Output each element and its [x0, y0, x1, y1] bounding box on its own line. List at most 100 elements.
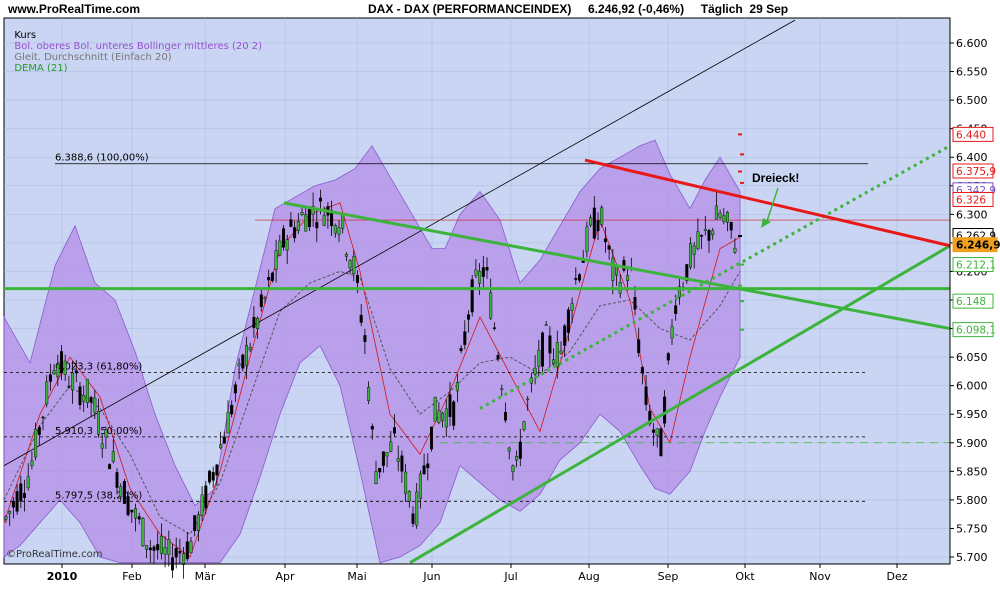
candle-body	[522, 421, 526, 430]
candle-body	[574, 278, 578, 280]
x-tick-label: Feb	[122, 570, 141, 583]
candle-body	[26, 476, 30, 489]
candle-body	[322, 215, 326, 226]
candle-body	[252, 317, 256, 328]
candle-body	[30, 460, 34, 466]
candle-body	[204, 485, 208, 509]
candle-body	[15, 491, 19, 512]
candle-body	[141, 518, 145, 547]
candle-body	[374, 471, 378, 484]
candle-body	[729, 221, 733, 231]
candle-body	[430, 426, 434, 450]
candle-body	[674, 305, 678, 314]
legend-kurs: Kurs	[14, 30, 37, 41]
candle-body	[411, 513, 415, 524]
candle-body	[41, 416, 45, 419]
price-tag-label: 6.246,92	[956, 240, 1000, 252]
forecast-marker	[740, 300, 744, 303]
fib-label: 6.023,3 (61,80%)	[55, 361, 142, 372]
candle-body	[448, 394, 452, 417]
candle-body	[267, 277, 271, 281]
forecast-marker	[738, 235, 742, 238]
candle-body	[526, 398, 530, 401]
candle-body	[207, 470, 211, 483]
candle-body	[648, 410, 652, 424]
candle-body	[640, 367, 644, 374]
price-tag-label: 6.440	[956, 129, 986, 141]
candle-body	[637, 339, 641, 353]
candle-body	[85, 379, 89, 404]
forecast-marker	[738, 170, 742, 173]
candle-body	[67, 386, 71, 388]
candle-body	[315, 222, 319, 229]
candle-body	[670, 326, 674, 339]
candle-body	[707, 230, 711, 241]
candle-body	[385, 452, 389, 457]
candle-body	[189, 541, 193, 554]
candle-body	[396, 458, 400, 462]
trendline-green-rising	[409, 244, 951, 565]
candle-body	[459, 348, 463, 352]
candle-body	[607, 245, 611, 250]
candle-body	[626, 275, 630, 282]
candle-body	[111, 451, 115, 462]
forecast-marker	[738, 284, 742, 287]
candle-body	[359, 314, 363, 323]
y-tick-label: 5.900	[956, 437, 988, 450]
candle-body	[119, 486, 123, 497]
candle-body	[696, 231, 700, 249]
price-tag-label: 6.148	[956, 296, 986, 308]
candle-body	[304, 214, 308, 232]
y-tick-label: 5.850	[956, 465, 988, 478]
x-tick-label: Nov	[809, 570, 831, 583]
candle-body	[441, 412, 445, 421]
candle-body	[52, 370, 56, 374]
candle-body	[174, 548, 178, 558]
price-tag-label: 6.326	[956, 194, 986, 206]
candle-body	[133, 508, 137, 519]
x-tick-label: Dez	[886, 570, 907, 583]
candle-body	[145, 545, 149, 550]
y-tick-label: 6.000	[956, 380, 988, 393]
price-tag	[952, 237, 998, 253]
candle-body	[8, 511, 12, 514]
x-tick-label: Jun	[422, 570, 440, 583]
forecast-marker	[740, 328, 744, 331]
forecast-marker	[740, 263, 744, 266]
price-tag	[952, 191, 994, 207]
trendline-black	[3, 19, 796, 466]
candle-body	[689, 243, 693, 268]
candle-body	[404, 471, 408, 494]
chart-title: DAX - DAX (PERFORMANCEINDEX) 6.246,92 (-…	[368, 2, 789, 16]
candle-body	[356, 274, 360, 283]
candle-body	[541, 332, 545, 367]
candle-body	[219, 444, 223, 449]
candle-body	[270, 272, 274, 281]
price-tag	[952, 257, 994, 273]
candle-body	[518, 441, 522, 459]
candle-body	[370, 426, 374, 430]
candle-body	[344, 253, 348, 257]
candle-body	[159, 535, 163, 554]
candle-body	[256, 318, 260, 329]
candle-body	[248, 347, 252, 351]
candle-body	[233, 384, 237, 394]
candle-body	[426, 463, 430, 469]
candle-body	[500, 388, 504, 390]
x-tick-label: Mär	[195, 570, 216, 583]
candle-body	[282, 228, 286, 248]
candle-body	[474, 269, 478, 276]
y-tick-label: 5.950	[956, 408, 988, 421]
candle-body	[167, 539, 171, 555]
candle-body	[263, 297, 267, 299]
candle-body	[566, 309, 570, 333]
candle-body	[692, 245, 696, 255]
candle-body	[337, 227, 341, 235]
candle-body	[718, 212, 722, 218]
fib-label: 5.797,5 (38,20%)	[55, 490, 142, 501]
price-tag	[952, 293, 994, 309]
candle-body	[148, 547, 152, 551]
candle-body	[244, 344, 248, 366]
candle-body	[215, 464, 219, 476]
candle-body	[703, 228, 707, 231]
